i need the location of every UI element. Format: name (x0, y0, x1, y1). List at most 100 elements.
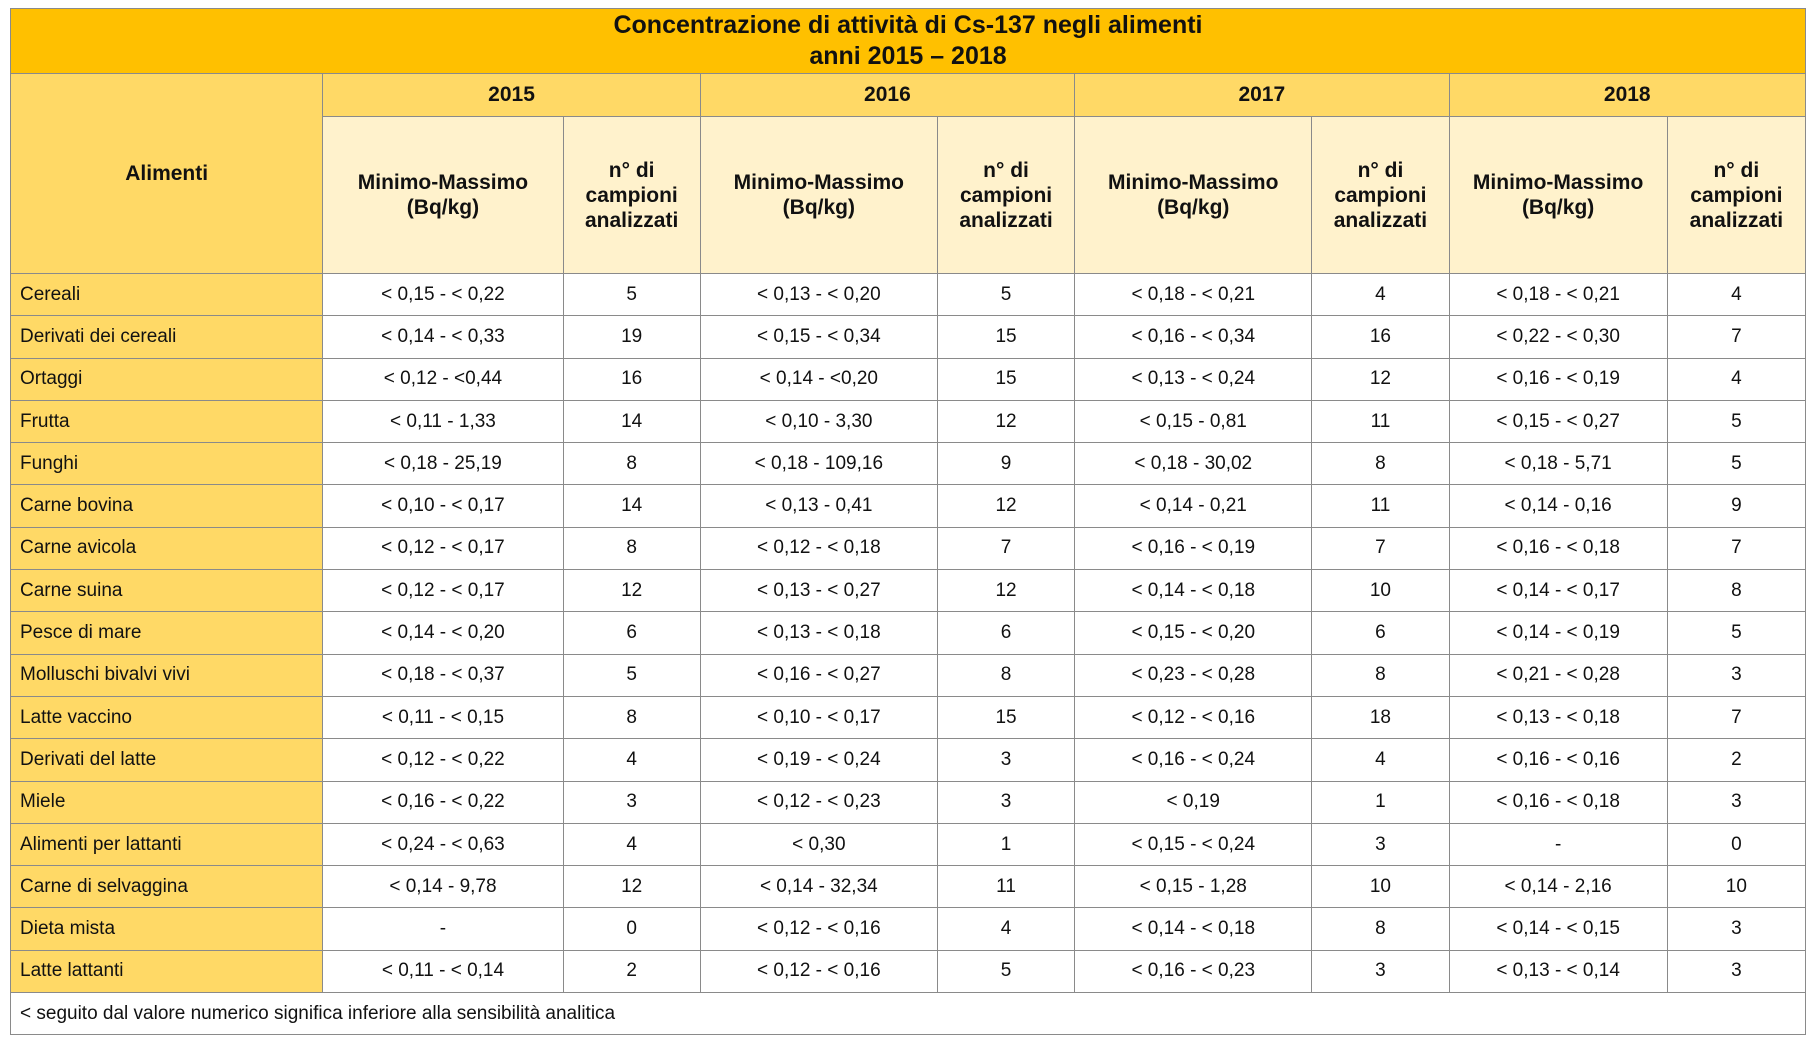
food-name-cell: Derivati del latte (9, 738, 324, 782)
table-row: Alimenti per lattanti < 0,24 - < 0,63 4 < 0… (9, 822, 1807, 867)
food-name-cell: Alimenti per lattanti (9, 822, 324, 867)
range-value-cell: - (322, 907, 564, 951)
range-value-cell: < 0,15 - < 0,27 (1448, 399, 1668, 444)
table-row: Dieta mista -0 < 0,12 - < 0,16 4 < 0,14 - < … (9, 907, 1807, 951)
sample-count-cell: 3 (562, 780, 701, 824)
sample-count-cell: 3 (936, 738, 1076, 782)
count-label-line3: analizzati (1333, 208, 1428, 232)
table-row: Molluschi bivalvi vivi < 0,18 - < 0,37 5 < … (9, 653, 1807, 697)
sample-count-cell: 5 (1666, 399, 1807, 444)
sample-count-cell: 11 (1311, 399, 1450, 444)
count-header-2017: n° di campioni analizzati (1311, 116, 1450, 274)
sample-count-cell: 4 (1311, 738, 1450, 782)
year-header-2018: 2018 (1448, 73, 1806, 117)
table-row: Latte vaccino < 0,11 - < 0,15 8 < 0,10 - < … (9, 695, 1807, 740)
table-row: Carne di selvaggina < 0,14 - 9,78 12 < 0,14… (9, 865, 1807, 909)
sample-count-cell: 3 (1666, 949, 1807, 994)
range-value-cell: < 0,16 - < 0,19 (1074, 526, 1313, 571)
sample-count-cell: 11 (936, 865, 1076, 909)
sample-count-cell: 11 (1311, 484, 1450, 528)
sample-count-cell: 7 (1311, 526, 1450, 571)
range-value-cell: < 0,14 - 0,21 (1074, 484, 1313, 528)
range-value-cell: < 0,12 - < 0,16 (699, 907, 938, 951)
sample-count-cell: 12 (936, 399, 1076, 444)
count-label-line2: campioni (959, 183, 1053, 207)
food-name-cell: Ortaggi (9, 357, 324, 401)
range-header-2015: Minimo-Massimo (Bq/kg) (322, 116, 564, 274)
range-value-cell: < 0,14 - < 0,20 (322, 611, 564, 655)
range-value-cell: < 0,18 - 25,19 (322, 442, 564, 486)
sample-count-cell: 5 (562, 653, 701, 697)
count-label-line2: campioni (1690, 183, 1783, 207)
sample-count-cell: 7 (1666, 526, 1807, 571)
range-value-cell: < 0,14 - < 0,18 (1074, 569, 1313, 613)
range-label-line2: (Bq/kg) (406, 196, 480, 219)
food-name-cell: Frutta (9, 399, 324, 444)
range-value-cell: < 0,13 - 0,41 (699, 484, 938, 528)
range-label-line2: (Bq/kg) (1157, 196, 1230, 219)
sample-count-cell: 15 (936, 357, 1076, 401)
sample-count-cell: 14 (562, 399, 701, 444)
sample-count-cell: 10 (1311, 569, 1450, 613)
range-label-line2: (Bq/kg) (782, 196, 855, 219)
sample-count-cell: 10 (1666, 865, 1807, 909)
range-value-cell: < 0,13 - < 0,14 (1448, 949, 1668, 994)
sample-count-cell: 4 (1666, 357, 1807, 401)
sample-count-cell: 18 (1311, 695, 1450, 740)
range-value-cell: < 0,11 - < 0,14 (322, 949, 564, 994)
range-value-cell: < 0,19 (1074, 780, 1313, 824)
sample-count-cell: 4 (1311, 272, 1450, 317)
range-value-cell: < 0,24 - < 0,63 (322, 822, 564, 867)
range-value-cell: < 0,12 - < 0,18 (699, 526, 938, 571)
count-header-2016: n° di campioni analizzati (936, 116, 1076, 274)
range-value-cell: < 0,11 - < 0,15 (322, 695, 564, 740)
sample-count-cell: 12 (562, 569, 701, 613)
table-row: Pesce di mare < 0,14 - < 0,20 6 < 0,13 - < … (9, 611, 1807, 655)
food-name-cell: Funghi (9, 442, 324, 486)
table-row: Funghi < 0,18 - 25,19 8 < 0,18 - 109,16 9 < 0… (9, 442, 1807, 486)
range-value-cell: < 0,15 - 0,81 (1074, 399, 1313, 444)
sample-count-cell: 3 (1311, 949, 1450, 994)
food-name-cell: Carne di selvaggina (9, 865, 324, 909)
range-value-cell: < 0,13 - < 0,18 (699, 611, 938, 655)
sample-count-cell: 5 (562, 272, 701, 317)
table-row: Carne suina < 0,12 - < 0,17 12 < 0,13 - < 0… (9, 569, 1807, 613)
sample-count-cell: 8 (1311, 907, 1450, 951)
sample-count-cell: 6 (562, 611, 701, 655)
count-label-line2: campioni (1334, 183, 1427, 207)
sample-count-cell: 12 (1311, 357, 1450, 401)
range-value-cell: < 0,13 - < 0,24 (1074, 357, 1313, 401)
sample-count-cell: 2 (1666, 738, 1807, 782)
table-row: Frutta < 0,11 - 1,33 14 < 0,10 - 3,30 12 < 0,… (9, 399, 1807, 444)
count-header-2018: n° di campioni analizzati (1666, 116, 1807, 274)
range-value-cell: < 0,21 - < 0,28 (1448, 653, 1668, 697)
count-label-line3: analizzati (959, 208, 1053, 232)
table-row: Ortaggi < 0,12 - <0,44 16 < 0,14 - <0,20 15 <… (9, 357, 1807, 401)
title-line-2: anni 2015 – 2018 (809, 42, 1007, 70)
range-value-cell: < 0,23 - < 0,28 (1074, 653, 1313, 697)
title-line-1: Concentrazione di attività di Cs-137 neg… (613, 11, 1203, 39)
range-value-cell: < 0,16 - < 0,24 (1074, 738, 1313, 782)
range-value-cell: < 0,12 - < 0,22 (322, 738, 564, 782)
sample-count-cell: 6 (1311, 611, 1450, 655)
sample-count-cell: 6 (936, 611, 1076, 655)
food-name-cell: Dieta mista (9, 907, 324, 951)
sample-count-cell: 15 (936, 695, 1076, 740)
range-value-cell: < 0,13 - < 0,27 (699, 569, 938, 613)
sample-count-cell: 4 (1666, 272, 1807, 317)
sample-count-cell: 1 (936, 822, 1076, 867)
range-value-cell: < 0,16 - < 0,18 (1448, 780, 1668, 824)
sample-count-cell: 9 (936, 442, 1076, 486)
year-header-2015: 2015 (322, 73, 701, 117)
table-row: Latte lattanti < 0,11 - < 0,14 2 < 0,12 - <… (9, 949, 1807, 994)
food-name-cell: Miele (9, 780, 324, 824)
sample-count-cell: 3 (1666, 907, 1807, 951)
sample-count-cell: 14 (562, 484, 701, 528)
sample-count-cell: 5 (1666, 442, 1807, 486)
table-row: Derivati dei cereali < 0,14 - < 0,33 19 < 0… (9, 315, 1807, 359)
food-name-cell: Carne avicola (9, 526, 324, 571)
range-value-cell: < 0,19 - < 0,24 (699, 738, 938, 782)
food-name-cell: Latte lattanti (9, 949, 324, 994)
subheader-row: Minimo-Massimo (Bq/kg) n° di campioni analiz… (11, 116, 1807, 274)
range-value-cell: < 0,14 - 9,78 (322, 865, 564, 909)
